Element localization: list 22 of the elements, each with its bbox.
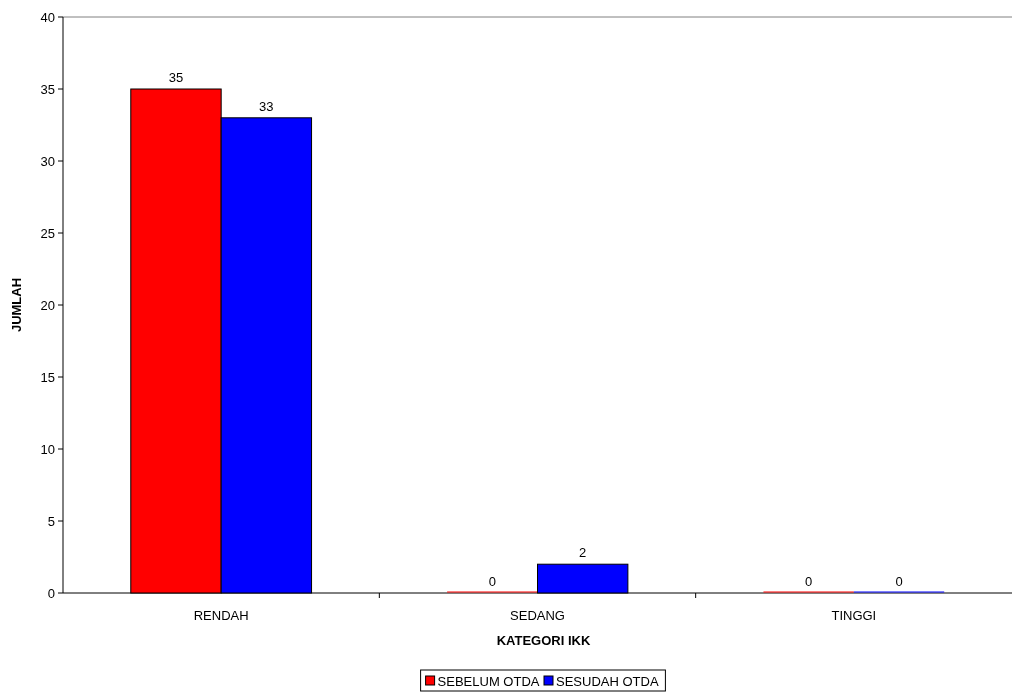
x-tick-label: SEDANG	[510, 608, 565, 623]
x-axis-title: KATEGORI IKK	[496, 633, 591, 648]
y-tick-label: 15	[40, 369, 55, 385]
x-tick-label: RENDAH	[193, 608, 249, 623]
data-label: 0	[488, 574, 496, 589]
y-tick-label: 30	[40, 153, 55, 169]
legend-label: SEBELUM OTDA	[437, 673, 540, 689]
data-label: 0	[895, 574, 903, 589]
data-label: 33	[259, 98, 274, 114]
y-tick-label: 5	[47, 513, 55, 529]
data-label: 0	[805, 574, 813, 589]
y-tick-label: 35	[40, 81, 55, 97]
y-tick-label: 0	[47, 585, 55, 601]
y-tick-label: 25	[40, 225, 55, 241]
y-axis-title: JUMLAH	[9, 277, 24, 333]
legend-label: SESUDAH OTDA	[556, 673, 659, 689]
data-label: 35	[168, 70, 184, 85]
data-label: 2	[579, 545, 587, 561]
y-tick-label: 40	[40, 9, 55, 25]
y-tick-label: 20	[40, 297, 55, 313]
y-tick-label: 10	[40, 441, 55, 457]
x-tick-label: TINGGI	[831, 608, 877, 623]
